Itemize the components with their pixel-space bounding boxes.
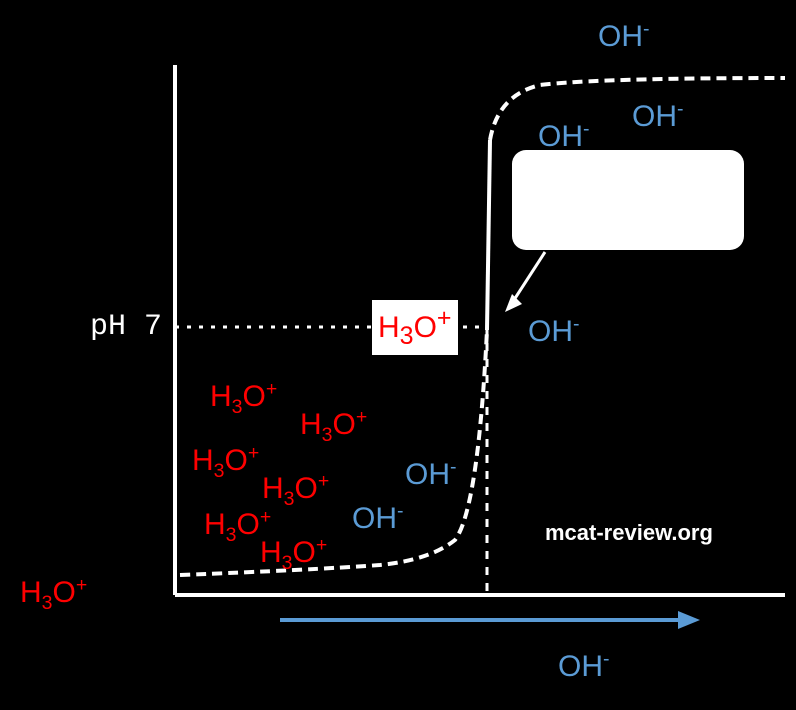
h3o-box-on-line: H3O+ — [372, 300, 458, 355]
titration-curve-rise — [487, 140, 490, 330]
callout-arrow-line — [512, 252, 545, 303]
acid-ion-h3o: H3O+ — [192, 444, 259, 478]
base-ion-oh: OH- — [405, 458, 457, 492]
base-ion-oh: OH- — [598, 20, 650, 54]
base-ion-oh: OH- — [538, 120, 590, 154]
base-ion-oh: OH- — [528, 315, 580, 349]
x-direction-arrow-head — [678, 611, 700, 629]
acid-ion-h3o: H3O+ — [262, 472, 329, 506]
ph7-label: pH 7 — [90, 310, 162, 344]
callout-arrow-head — [505, 294, 522, 312]
base-ion-oh: OH- — [558, 650, 610, 684]
acid-ion-h3o: H3O+ — [20, 576, 87, 610]
acid-ion-h3o: H3O+ — [210, 380, 277, 414]
base-ion-oh: OH- — [632, 100, 684, 134]
acid-ion-h3o: H3O+ — [260, 536, 327, 570]
h3o-box-formula: H3O+ — [378, 311, 452, 344]
acid-ion-h3o: H3O+ — [300, 408, 367, 442]
watermark-text: mcat-review.org — [545, 520, 713, 546]
base-ion-oh: OH- — [352, 502, 404, 536]
callout-box — [512, 150, 744, 250]
